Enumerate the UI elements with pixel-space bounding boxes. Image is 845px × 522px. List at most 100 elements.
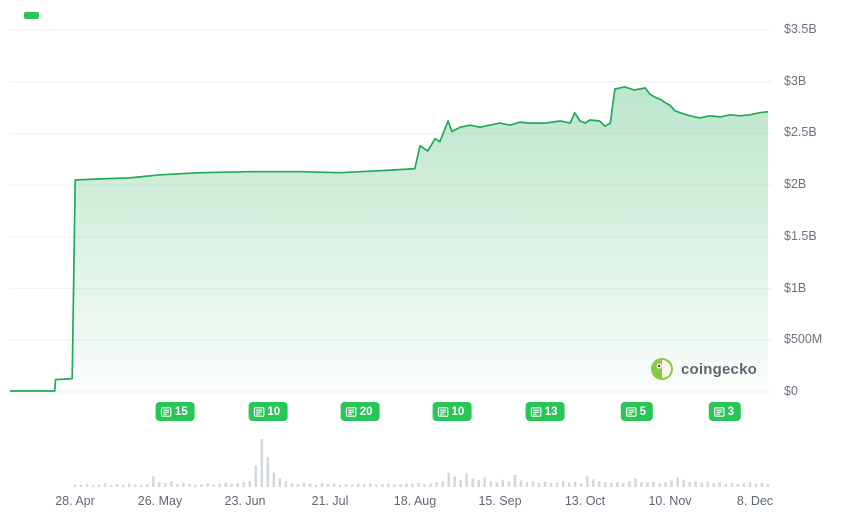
volume-bar	[260, 439, 264, 487]
volume-bar	[718, 482, 721, 487]
volume-bar	[79, 485, 83, 487]
volume-bar	[399, 484, 402, 487]
volume-bar	[91, 485, 95, 487]
news-icon	[530, 406, 542, 417]
volume-bar	[115, 484, 119, 487]
volume-bar	[598, 481, 601, 487]
news-icon	[437, 406, 449, 417]
news-icon	[253, 406, 265, 417]
watermark-text: coingecko	[681, 360, 757, 378]
news-event-badge[interactable]: 13	[525, 402, 565, 421]
news-event-badge[interactable]: 10	[248, 402, 288, 421]
volume-bar	[109, 485, 113, 487]
volume-bar	[272, 472, 276, 487]
news-event-badge[interactable]: 10	[432, 402, 472, 421]
volume-bar	[363, 484, 366, 487]
volume-bar	[501, 479, 505, 487]
volume-bar	[435, 482, 438, 487]
volume-bar	[616, 482, 619, 487]
volume-bar	[513, 475, 517, 487]
x-axis-tick-label: 28. Apr	[55, 494, 95, 508]
volume-bar	[489, 481, 493, 487]
volume-bar	[688, 482, 691, 487]
news-icon	[625, 406, 637, 417]
volume-bar	[694, 481, 697, 487]
volume-bar	[128, 483, 131, 487]
volume-bar	[296, 484, 300, 487]
volume-bar	[592, 479, 595, 487]
x-axis-tick-label: 21. Jul	[311, 494, 349, 508]
volume-bar	[103, 483, 107, 487]
volume-bar	[326, 484, 330, 487]
news-event-count: 3	[727, 405, 734, 418]
volume-bar	[549, 483, 553, 487]
volume-bar	[381, 484, 384, 487]
volume-bar	[176, 484, 179, 487]
volume-bar	[423, 484, 426, 487]
volume-bar	[555, 482, 559, 487]
news-event-badge[interactable]: 20	[340, 402, 380, 421]
x-axis-tick-label: 15. Sep	[478, 494, 522, 508]
news-event-badge[interactable]: 5	[620, 402, 654, 421]
volume-bar	[658, 483, 661, 487]
x-axis-tick-label: 8. Dec	[736, 494, 774, 508]
volume-bar	[531, 481, 535, 487]
volume-bar	[170, 481, 173, 487]
volume-bar	[375, 484, 378, 487]
news-event-badge[interactable]: 3	[708, 402, 741, 421]
volume-bar	[134, 484, 137, 487]
volume-bar	[230, 484, 233, 487]
volume-bar	[766, 484, 770, 487]
volume-bar	[441, 481, 444, 487]
volume-bar	[748, 482, 752, 487]
volume-bar	[164, 483, 167, 487]
volume-bar	[122, 484, 125, 487]
volume-bar	[742, 483, 746, 487]
y-axis-tick-label: $0	[784, 384, 798, 398]
volume-bar	[525, 482, 529, 487]
volume-bars	[73, 439, 770, 487]
volume-bar	[338, 484, 342, 487]
volume-bar	[146, 484, 149, 487]
volume-bar	[308, 483, 312, 487]
legend-marker[interactable]	[24, 12, 39, 19]
volume-bar	[236, 483, 239, 487]
volume-bar	[730, 482, 734, 487]
volume-bar	[453, 476, 456, 487]
volume-bar	[760, 482, 764, 487]
volume-bar	[724, 483, 728, 487]
volume-bar	[344, 484, 348, 487]
volume-bar	[320, 483, 324, 487]
volume-bar	[417, 482, 420, 487]
news-event-badge[interactable]: 15	[155, 402, 195, 421]
volume-bar	[152, 476, 155, 487]
volume-bar	[567, 482, 571, 487]
volume-bar	[706, 481, 709, 487]
news-event-count: 5	[639, 405, 647, 418]
series-area	[10, 86, 768, 393]
volume-bar	[507, 481, 511, 487]
volume-bar	[405, 483, 408, 487]
volume-bar	[182, 482, 185, 487]
coingecko-logo-icon	[651, 358, 673, 380]
news-event-count: 10	[267, 405, 281, 418]
volume-bar	[302, 482, 306, 487]
x-axis-tick-label: 23. Jun	[224, 494, 266, 508]
volume-bar	[471, 478, 474, 487]
x-axis-tick-label: 10. Nov	[648, 494, 692, 508]
volume-bar	[194, 484, 197, 487]
news-event-count: 20	[359, 405, 373, 418]
y-axis-tick-label: $3B	[784, 73, 807, 88]
volume-bar	[284, 481, 288, 487]
volume-bar	[73, 484, 77, 487]
x-axis-tick-label: 13. Oct	[564, 494, 606, 508]
volume-bar	[212, 484, 215, 487]
volume-bar	[640, 482, 643, 487]
volume-bar	[248, 481, 251, 487]
volume-bar	[610, 482, 613, 487]
volume-bar	[200, 484, 203, 487]
x-axis-tick-label: 26. May	[137, 494, 183, 508]
volume-bar	[206, 483, 209, 487]
news-icon	[713, 406, 725, 417]
